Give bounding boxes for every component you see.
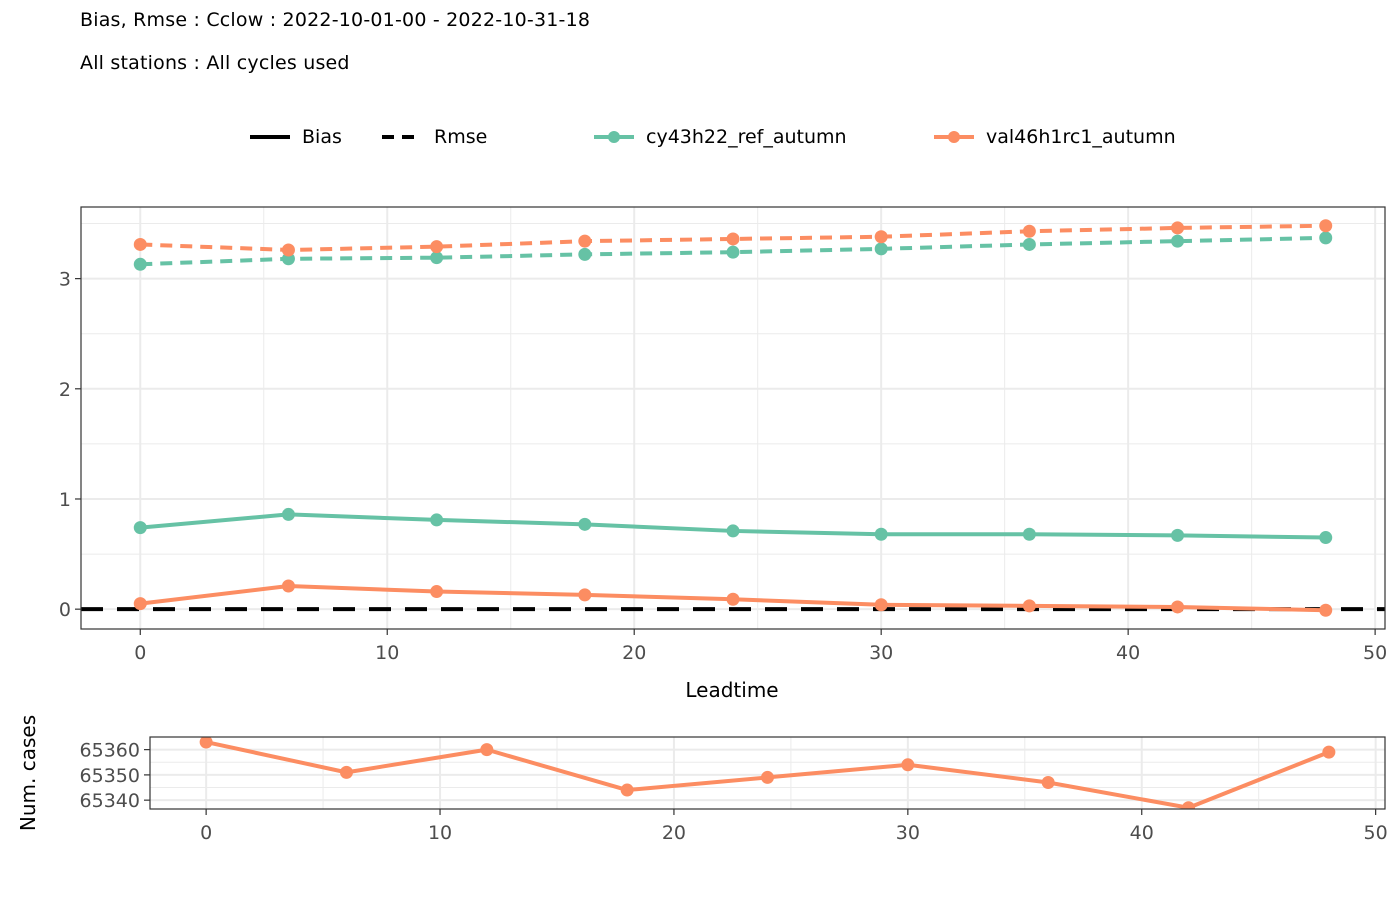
legend-item-cy43h22: cy43h22_ref_autumn (592, 121, 847, 153)
legend-label-bias: Bias (302, 126, 342, 148)
legend-key-val46h1rc1 (934, 131, 974, 143)
x-tick-label: 20 (622, 642, 646, 664)
val46h1rc1-autumn-point (761, 770, 774, 784)
val46h1rc1-autumn-point (1041, 775, 1055, 789)
val46h1rc1-autumn-rmse-line (140, 223, 1326, 252)
cy43h22-ref-autumn-bias-point (726, 524, 740, 538)
y-tick-label: 1 (59, 489, 71, 511)
cy43h22-ref-autumn-rmse-point (281, 252, 295, 266)
val46h1rc1-autumn-bias-line (140, 584, 1326, 613)
cy43h22-ref-autumn-rmse-point (1022, 237, 1036, 251)
legend-item-rmse: Rmse (380, 121, 487, 153)
legend-label-rmse: Rmse (434, 126, 488, 148)
cy43h22-ref-autumn-bias-point (430, 513, 444, 527)
x-tick-label: 20 (662, 822, 686, 844)
val46h1rc1-autumn-bias-point (1022, 599, 1036, 613)
x-tick-label: 40 (1116, 642, 1140, 664)
val46h1rc1-autumn-bias-point (133, 597, 147, 611)
val46h1rc1-autumn-point (901, 758, 915, 772)
plot-area (133, 219, 1333, 617)
val46h1rc1-autumn-rmse-point (133, 237, 147, 251)
cy43h22-ref-autumn-bias-point (578, 517, 592, 531)
x-tick-label: 40 (1130, 822, 1154, 844)
val46h1rc1-autumn-rmse-point (726, 232, 740, 246)
x-tick-label: 0 (134, 642, 146, 664)
val46h1rc1-autumn-rmse-point (281, 243, 295, 257)
y-tick-label: 0 (59, 599, 71, 621)
legend-key-solid-line (250, 135, 290, 139)
cy43h22-ref-autumn-bias-point (874, 527, 888, 541)
x-tick-label: 50 (1364, 822, 1388, 844)
cy43h22-ref-autumn-bias-point (1171, 528, 1185, 542)
val46h1rc1-autumn-bias-point (578, 588, 592, 602)
x-tick-label: 10 (375, 642, 399, 664)
cy43h22-ref-autumn-rmse-point (874, 242, 888, 256)
x-tick-label: 0 (200, 822, 212, 844)
cy43h22-ref-autumn-rmse-point (1319, 231, 1333, 245)
val46h1rc1-autumn-line (205, 740, 1330, 809)
val46h1rc1-autumn-rmse-point (578, 234, 592, 248)
y-tick-label: 65340 (80, 790, 140, 812)
bias-rmse-panel: 0 10 20 30 40 50 0 1 2 3 Leadtime (59, 206, 1387, 702)
cy43h22-ref-autumn-bias-point (281, 507, 295, 521)
val46h1rc1-autumn-rmse-point (1022, 224, 1036, 238)
cy43h22-ref-autumn-rmse-point (726, 245, 740, 259)
legend-item-val46h1rc1: val46h1rc1_autumn (932, 121, 1176, 153)
val46h1rc1-autumn-bias-point (281, 579, 295, 593)
legend-key-dashed-line (382, 135, 422, 139)
val46h1rc1-autumn-bias-point (430, 585, 444, 599)
legend-item-bias: Bias (248, 121, 342, 153)
val46h1rc1-autumn-bias-point (874, 598, 888, 612)
x-tick-label: 30 (896, 822, 920, 844)
legend-key-cy43h22 (594, 131, 634, 143)
x-tick-label: 30 (869, 642, 893, 664)
cy43h22-ref-autumn-bias-point (1319, 531, 1333, 545)
y-tick-label: 65350 (80, 765, 140, 787)
val46h1rc1-autumn-point (339, 765, 353, 779)
plot-area (199, 737, 1336, 809)
val46h1rc1-autumn-point (199, 737, 213, 749)
x-tick-label: 10 (428, 822, 452, 844)
num-cases-panel: 0 10 20 30 40 50 65340 65350 65360 Num. cases (16, 715, 1388, 844)
val46h1rc1-autumn-rmse-point (1171, 221, 1185, 235)
cy43h22-ref-autumn-bias-point (133, 521, 147, 535)
panel-border (80, 206, 1386, 630)
val46h1rc1-autumn-rmse-point (1319, 219, 1333, 233)
cy43h22-ref-autumn-rmse-point (133, 257, 147, 271)
val46h1rc1-autumn-bias-point (726, 592, 740, 606)
y-tick-label: 3 (59, 269, 71, 291)
val46h1rc1-autumn-rmse-point (874, 230, 888, 244)
chart-subtitle: All stations : All cycles used (80, 52, 350, 74)
val46h1rc1-autumn-rmse-point (430, 240, 444, 254)
cy43h22-ref-autumn-rmse-point (430, 251, 444, 265)
legend-label-cy43h22: cy43h22_ref_autumn (646, 126, 847, 148)
cy43h22-ref-autumn-rmse-line (140, 235, 1326, 267)
cy43h22-ref-autumn-bias-line (140, 512, 1326, 540)
val46h1rc1-autumn-point (1322, 745, 1336, 759)
y-axis-label: Num. cases (16, 715, 40, 831)
val46h1rc1-autumn-bias-point (1319, 603, 1333, 617)
cy43h22-ref-autumn-rmse-point (1171, 234, 1185, 248)
val46h1rc1-autumn-point (620, 783, 634, 797)
cy43h22-ref-autumn-rmse-point (578, 247, 592, 261)
val46h1rc1-autumn-point (1182, 801, 1196, 809)
val46h1rc1-autumn-point (480, 743, 494, 757)
panel-border (149, 736, 1386, 810)
val46h1rc1-autumn-bias-point (1171, 600, 1185, 614)
x-axis-label: Leadtime (685, 678, 778, 702)
y-tick-label: 65360 (80, 740, 140, 762)
x-tick-label: 50 (1363, 642, 1387, 664)
chart-title: Bias, Rmse : Cclow : 2022-10-01-00 - 202… (80, 9, 591, 31)
legend-label-val46h1rc1: val46h1rc1_autumn (986, 126, 1176, 148)
y-tick-label: 2 (59, 379, 71, 401)
cy43h22-ref-autumn-bias-point (1022, 527, 1036, 541)
